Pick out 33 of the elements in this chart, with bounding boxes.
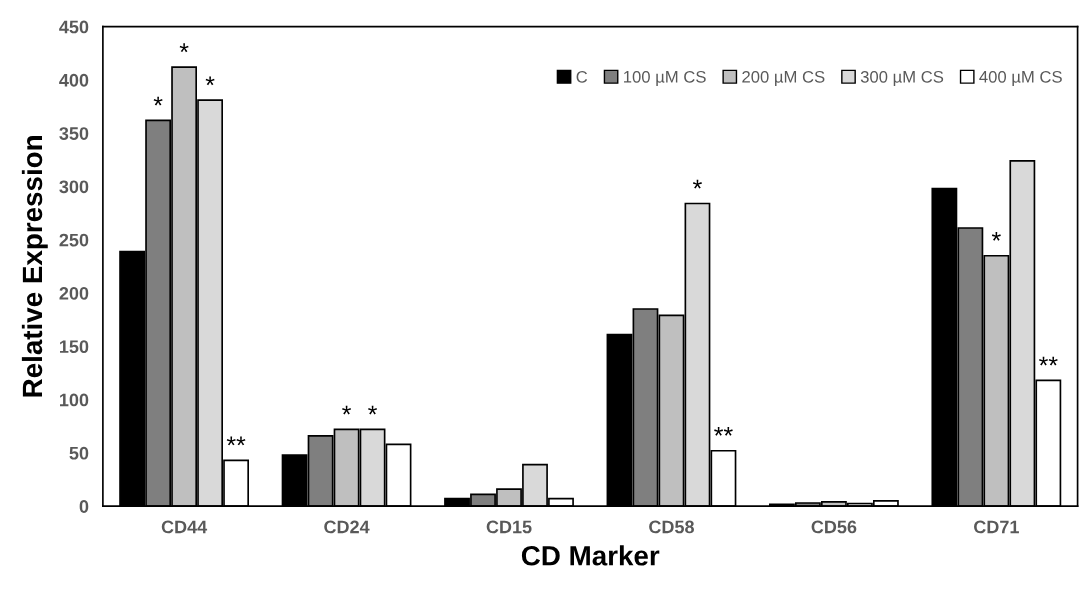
y-axis-title: Relative Expression <box>21 136 48 397</box>
annotation: * <box>692 179 702 189</box>
x-tick-label: CD71 <box>974 520 1019 534</box>
x-tick-label: CD58 <box>649 520 694 534</box>
legend-label: 200 µM CS <box>742 70 825 87</box>
y-tick-label: 400 <box>59 73 89 87</box>
annotation: ** <box>1039 356 1058 366</box>
x-tick-label: CD15 <box>486 520 532 534</box>
y-tick-label: 450 <box>59 20 89 34</box>
annotation: * <box>179 43 189 53</box>
y-tick-label: 0 <box>79 500 89 513</box>
y-tick-label: 250 <box>59 233 89 247</box>
y-tick-label: 150 <box>60 340 89 354</box>
x-axis-title: CD Marker <box>521 545 660 566</box>
annotation: * <box>991 231 1001 241</box>
legend-label: 100 µM CS <box>624 70 706 87</box>
y-tick-label: 50 <box>69 446 89 460</box>
y-tick-label: 350 <box>59 127 89 140</box>
y-tick-label: 300 <box>59 180 89 194</box>
x-tick-label: CD24 <box>324 520 370 534</box>
legend-label: 300 µM CS <box>860 70 944 87</box>
legend-label: 400 µM CS <box>979 70 1062 87</box>
x-tick-label: CD44 <box>161 520 208 534</box>
annotation: * <box>368 405 378 415</box>
legend-label: C <box>576 70 588 83</box>
annotation: * <box>342 405 352 415</box>
x-tick-label: CD56 <box>811 520 857 534</box>
y-tick-label: 200 <box>59 286 89 300</box>
y-tick-label: 100 <box>60 393 89 407</box>
annotation: ** <box>226 436 246 446</box>
annotation: ** <box>714 426 733 436</box>
annotation: * <box>153 96 163 106</box>
annotation: * <box>205 76 215 86</box>
